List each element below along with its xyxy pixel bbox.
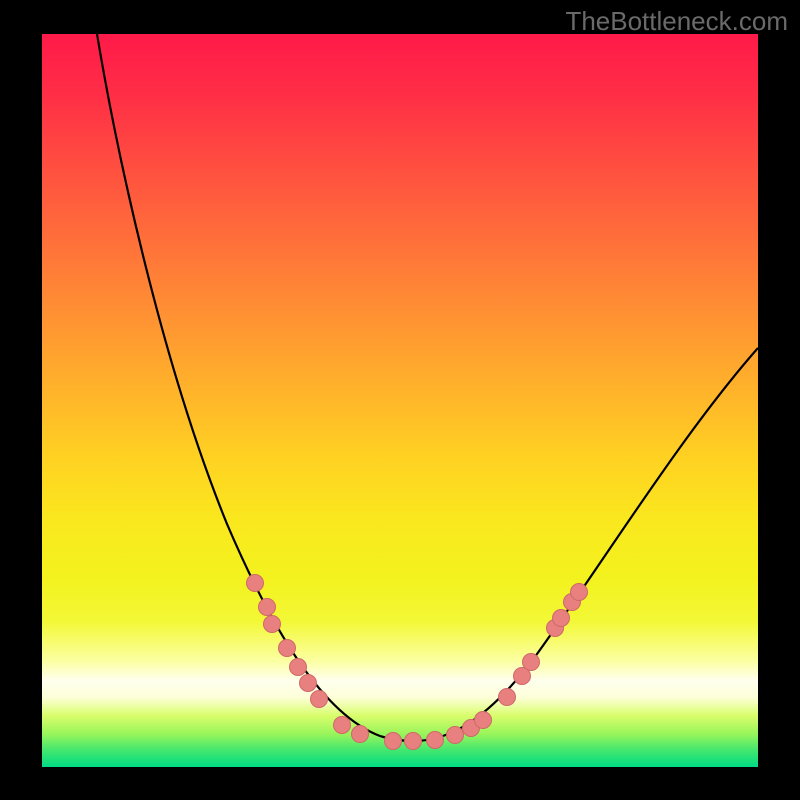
chart-container: TheBottleneck.com [0,0,800,800]
marker-point [427,732,444,749]
marker-point [553,610,570,627]
marker-point [247,575,264,592]
marker-point [523,654,540,671]
marker-point [300,675,317,692]
watermark-text: TheBottleneck.com [565,6,788,37]
marker-point [475,712,492,729]
marker-point [290,659,307,676]
marker-point [259,599,276,616]
marker-point [405,733,422,750]
marker-point [385,733,402,750]
marker-point [571,584,588,601]
marker-point [499,689,516,706]
curve-left [97,34,414,741]
marker-point [311,691,328,708]
marker-point [334,717,351,734]
marker-point [264,616,281,633]
marker-point [447,727,464,744]
markers-group [247,575,588,750]
marker-point [352,726,369,743]
marker-point [279,640,296,657]
curve-layer [42,34,758,767]
plot-area [42,34,758,767]
curve-right [414,348,758,741]
